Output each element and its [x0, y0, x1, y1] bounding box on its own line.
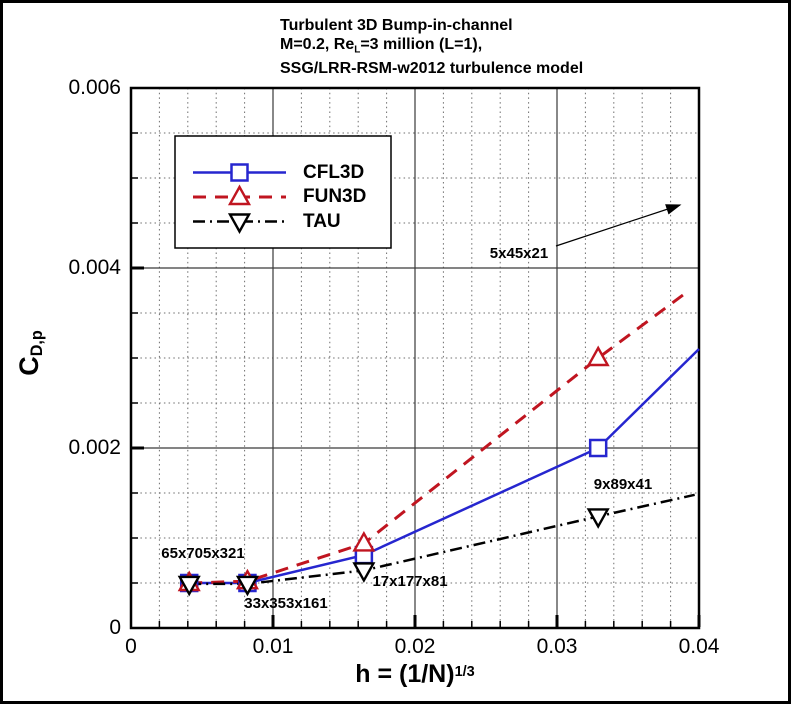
- legend-marker-tau: [227, 213, 252, 234]
- plot-border: [129, 86, 701, 630]
- marker-fun3d: [352, 530, 376, 552]
- legend-graphics: [174, 135, 392, 249]
- legend-box: [174, 135, 392, 249]
- legend-marker-cfl3d: [230, 163, 249, 182]
- plot-svg: [129, 86, 701, 630]
- marker-tau: [586, 508, 610, 529]
- marker-tau: [352, 562, 376, 583]
- marker-fun3d: [586, 345, 610, 367]
- marker-tau: [177, 575, 201, 597]
- marker-cfl3d: [588, 438, 608, 458]
- series-line-cfl3d: [189, 348, 700, 585]
- marker-tau: [235, 575, 259, 597]
- legend-marker-fun3d: [227, 184, 252, 206]
- series-markers: [177, 345, 610, 597]
- annotation-arrow: [555, 204, 682, 247]
- annotation-arrow-group: [555, 204, 682, 247]
- axis-ticks: [132, 132, 701, 627]
- series-lines: [189, 289, 700, 586]
- series-line-tau: [189, 493, 695, 586]
